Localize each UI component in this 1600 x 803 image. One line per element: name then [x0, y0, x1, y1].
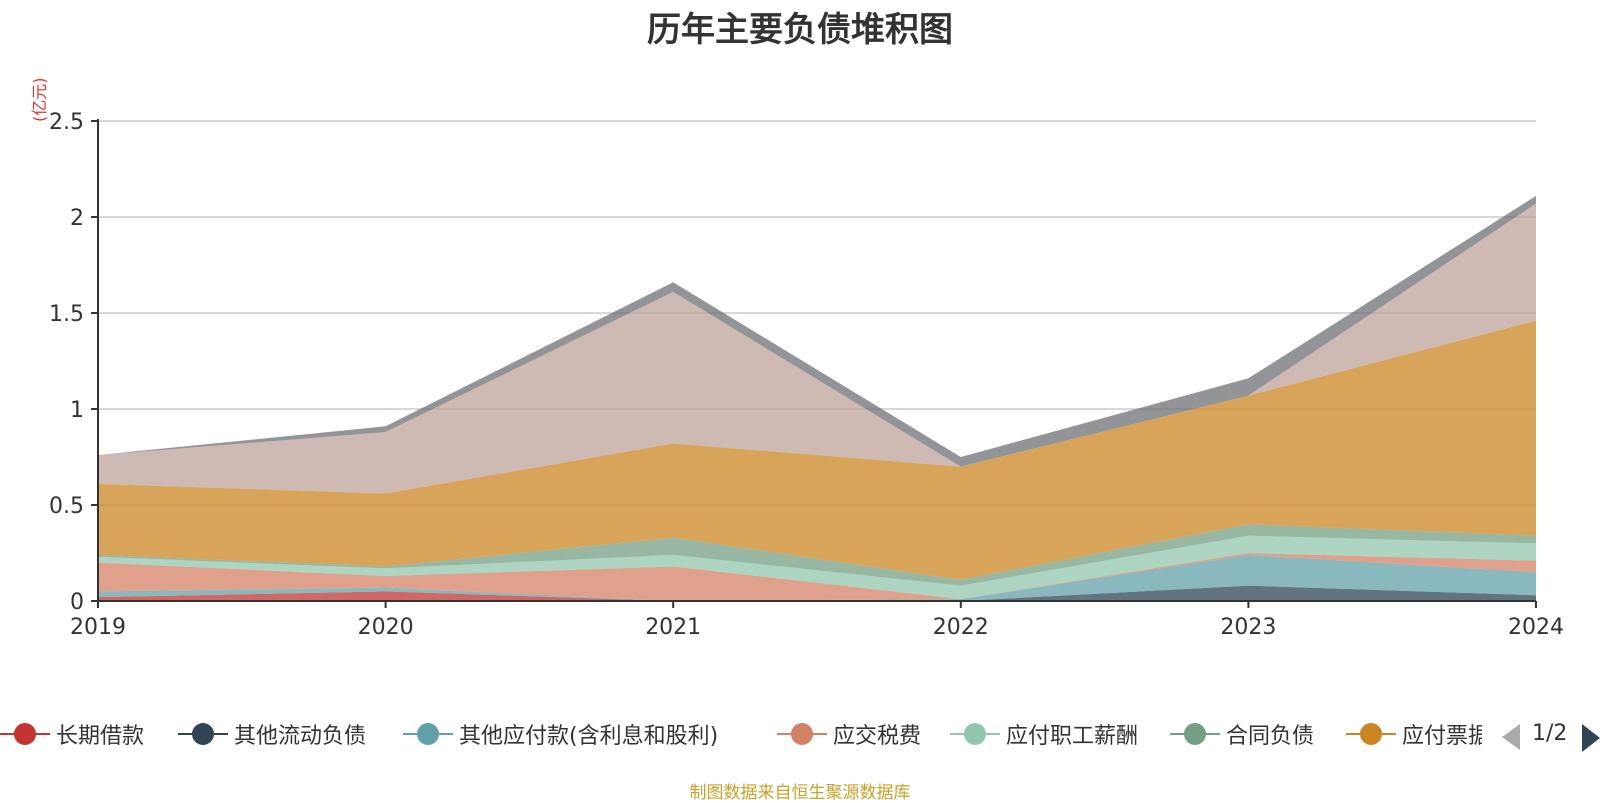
- legend-page-indicator: 1/2: [1532, 721, 1568, 746]
- area-series-5: [98, 524, 1536, 586]
- area-series-2: [98, 554, 1536, 601]
- y-tick-label: 0: [70, 590, 84, 615]
- x-tick-label: 2020: [358, 615, 414, 640]
- legend-item[interactable]: 应付票据及应付账款: [1346, 718, 1482, 750]
- legend-items: 长期借款 其他流动负债 其他应付款(含利息和股利) 应交税费 应付职工薪酬 合同负债 应付票…: [0, 718, 1482, 750]
- x-tick-label: 2019: [70, 615, 126, 640]
- legend-item[interactable]: 合同负债: [1170, 718, 1314, 750]
- x-tick-label: 2021: [645, 615, 701, 640]
- tick-labels: 0 0.5 1 1.5 2 2.5 2019 2020 2021 2022 2023 2024: [49, 110, 1564, 640]
- legend-next-page-icon[interactable]: [1582, 724, 1600, 752]
- x-tick-label: 2024: [1508, 615, 1564, 640]
- chart-title: 历年主要负债堆积图: [647, 10, 953, 50]
- legend-label: 其他流动负债: [234, 724, 367, 749]
- legend-item[interactable]: 其他流动负债: [178, 718, 366, 750]
- legend-marker-icon: [1170, 720, 1220, 748]
- legend-item[interactable]: 应交税费: [777, 718, 921, 750]
- area-series-3: [98, 553, 1536, 601]
- legend-prev-page-icon[interactable]: [1502, 724, 1520, 750]
- legend-label: 其他应付款(含利息和股利): [459, 724, 719, 749]
- legend-marker-icon: [403, 720, 453, 748]
- legend-marker-icon: [777, 720, 827, 748]
- y-tick-label: 0.5: [49, 494, 84, 519]
- legend-label: 应交税费: [833, 724, 922, 749]
- legend-item[interactable]: 长期借款: [0, 718, 144, 750]
- area-series-1: [98, 585, 1536, 601]
- axes: [91, 119, 1537, 608]
- y-tick-label: 1.5: [49, 302, 84, 327]
- area-series-0: [98, 591, 1536, 601]
- area-series-group: [98, 195, 1536, 601]
- area-series-8: [98, 195, 1536, 467]
- x-tick-label: 2022: [933, 615, 989, 640]
- y-tick-label: 2.5: [49, 110, 84, 135]
- source-note: 制图数据来自恒生聚源数据库: [689, 783, 911, 803]
- legend: 长期借款 其他流动负债 其他应付款(含利息和股利) 应交税费 应付职工薪酬 合同负债 应付票…: [0, 718, 1600, 752]
- x-tick-label: 2023: [1220, 615, 1276, 640]
- stacked-area-chart: 0 0.5 1 1.5 2 2.5 2019 2020 2021 2022 2023 2024: [49, 110, 1564, 640]
- legend-marker-icon: [0, 720, 50, 748]
- legend-marker-icon: [178, 720, 228, 748]
- legend-marker-icon: [1346, 720, 1396, 748]
- area-series-4: [98, 535, 1536, 600]
- area-series-7: [98, 203, 1536, 494]
- area-series-6: [98, 320, 1536, 580]
- legend-label: 应付票据及应付账款: [1402, 724, 1482, 749]
- legend-label: 合同负债: [1226, 724, 1315, 749]
- legend-label: 应付职工薪酬: [1006, 724, 1139, 749]
- legend-label: 长期借款: [56, 724, 145, 749]
- legend-item[interactable]: 其他应付款(含利息和股利): [403, 718, 718, 750]
- y-tick-label: 1: [70, 398, 84, 423]
- legend-marker-icon: [950, 720, 1000, 748]
- legend-item[interactable]: 应付职工薪酬: [950, 718, 1138, 750]
- y-tick-label: 2: [70, 206, 84, 231]
